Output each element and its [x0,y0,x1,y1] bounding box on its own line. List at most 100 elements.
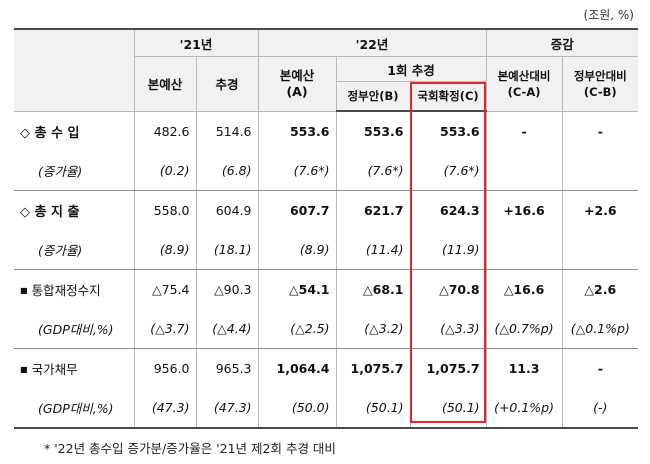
cell: (47.3) [133,388,197,429]
header-vs-main-line2: (C-A) [507,84,541,99]
table-row: ■ 국가채무 956.0 965.3 1,064.4 1,075.7 1,075.… [14,348,639,388]
cell: (△0.7%p) [485,309,563,349]
row-label-national-debt: ■ 국가채무 [14,348,135,388]
cell: 607.7 [257,190,337,230]
cell: (△2.5) [257,309,337,349]
cell: (△3.3) [409,309,487,349]
cell: (8.9) [257,230,337,270]
cell: 558.0 [133,190,197,230]
cell: - [485,111,563,151]
cell: (50.0) [257,388,337,429]
cell: (+0.1%p) [485,388,563,429]
header-assembly-final: 국회확정(C) [409,81,487,112]
header-vs-gov-line1: 정부안대비 [573,68,627,83]
cell: 604.9 [195,190,259,230]
cell: (-) [561,388,639,429]
cell: (50.1) [335,388,411,429]
table-row: ■ 통합재정수지 △75.4 △90.3 △54.1 △68.1 △70.8 △1… [14,269,639,309]
cell: (50.1) [409,388,487,429]
cell: 514.6 [195,111,259,151]
table-row: (증가율) (8.9) (18.1) (8.9) (11.4) (11.9) [14,230,639,270]
cell [561,230,639,270]
cell [485,151,563,191]
header-vs-gov-line2: (C-B) [583,84,617,99]
header-vs-main: 본예산대비 (C-A) [485,56,563,112]
cell: 11.3 [485,348,563,388]
row-label-balance-gdp: (GDP대비,%) [14,309,135,349]
square-bullet-icon: ■ [20,286,28,295]
header-main-budget-21: 본예산 [134,56,197,112]
cell: +2.6 [561,190,639,230]
cell: △54.1 [257,269,337,309]
cell: 553.6 [409,111,487,151]
cell: 1,075.7 [335,348,411,388]
header-change: 증감 [485,28,639,57]
row-label-fiscal-balance: ■ 통합재정수지 [14,269,135,309]
table-row: (증가율) (0.2) (6.8) (7.6*) (7.6*) (7.6*) [14,151,639,191]
cell: (0.2) [133,151,197,191]
cell: △75.4 [133,269,197,309]
header-gov-proposal: 정부안(B) [336,81,411,112]
header-first-supp: 1회 추경 [335,56,487,82]
cell: (8.9) [133,230,197,270]
cell: (7.6*) [335,151,411,191]
row-label-revenue-growth: (증가율) [14,151,135,191]
cell: 956.0 [133,348,197,388]
cell: △90.3 [195,269,259,309]
header-row-1: '21년 '22년 증감 [14,28,639,112]
cell: (7.6*) [409,151,487,191]
cell: - [561,111,639,151]
unit-note: (조원, %) [583,8,634,22]
row-label-total-expenditure: ◇ 총 지 출 [14,190,135,230]
cell: - [561,348,639,388]
cell: 482.6 [133,111,197,151]
cell: 965.3 [195,348,259,388]
row-label-text: 국가채무 [31,362,78,377]
cell: 621.7 [335,190,411,230]
row-label-expenditure-growth: (증가율) [14,230,135,270]
header-main-budget-22-line1: 본예산 [279,67,315,83]
cell: 1,075.7 [409,348,487,388]
header-22: '22년 [257,28,487,57]
table-row: ◇ 총 수 입 482.6 514.6 553.6 553.6 553.6 - … [14,111,639,151]
row-label-total-revenue: ◇ 총 수 입 [14,111,135,151]
footnote: * '22년 총수입 증가분/증가율은 '21년 제2회 추경 대비 [44,441,336,456]
row-label-text: 통합재정수지 [31,283,101,298]
cell [561,151,639,191]
cell: (△3.2) [335,309,411,349]
cell: △68.1 [335,269,411,309]
cell: (6.8) [195,151,259,191]
table-row: ◇ 총 지 출 558.0 604.9 607.7 621.7 624.3 +1… [14,190,639,230]
header-main-budget-22: 본예산 (A) [257,56,337,112]
cell: 553.6 [335,111,411,151]
header-vs-main-line1: 본예산대비 [497,68,551,83]
cell: △70.8 [409,269,487,309]
cell [485,230,563,270]
header-vs-gov: 정부안대비 (C-B) [561,56,639,112]
table-row: (GDP대비,%) (47.3) (47.3) (50.0) (50.1) (5… [14,388,639,429]
cell: 624.3 [409,190,487,230]
header-21: '21년 [133,28,259,57]
cell: 1,064.4 [257,348,337,388]
square-bullet-icon: ■ [20,365,28,374]
cell: (△4.4) [195,309,259,349]
cell: (18.1) [195,230,259,270]
header-row-3: 정부안(B) 국회확정(C) [14,81,638,112]
header-blank [14,28,135,112]
cell: (11.4) [335,230,411,270]
cell: 553.6 [257,111,337,151]
cell: △2.6 [561,269,639,309]
header-supp-21: 추경 [195,56,259,112]
cell: +16.6 [485,190,563,230]
budget-table: '21년 '22년 증감 본예산 추경 본예산 (A) 1회 추경 본예산대비 … [14,28,639,429]
cell: (7.6*) [257,151,337,191]
cell: (11.9) [409,230,487,270]
header-main-budget-22-line2: (A) [286,83,308,99]
header-row-2: 본예산 추경 본예산 (A) 1회 추경 본예산대비 (C-A) 정부안대비 (… [14,56,639,112]
cell: (△0.1%p) [561,309,639,349]
table-row: (GDP대비,%) (△3.7) (△4.4) (△2.5) (△3.2) (△… [14,309,639,349]
row-label-debt-gdp: (GDP대비,%) [14,388,135,429]
cell: (47.3) [195,388,259,429]
cell: △16.6 [485,269,563,309]
cell: (△3.7) [133,309,197,349]
